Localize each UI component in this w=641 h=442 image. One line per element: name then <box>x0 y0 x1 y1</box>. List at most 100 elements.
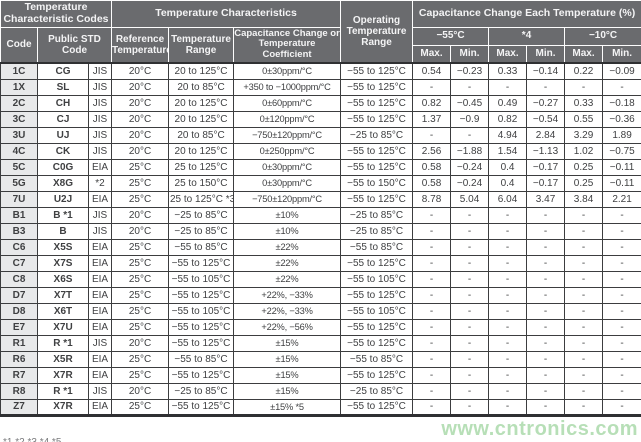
cell-temp-range: −55 to 85°C <box>168 238 234 256</box>
cell-s4-max: - <box>488 222 528 240</box>
header-group-characteristics: Temperature Characteristics <box>110 0 342 28</box>
cell-s4-min: 2.84 <box>526 126 566 144</box>
cell-m10-min: −0.11 <box>602 174 641 192</box>
header-min-1: Min. <box>450 44 490 64</box>
table-row: C7 X7S EIA 25°C −55 to 125°C ±22% −55 to 125°C… <box>0 254 641 272</box>
cell-code: 2C <box>0 94 38 112</box>
cell-op-range: −55 to 150°C <box>340 174 414 192</box>
cell-m55-max: - <box>412 222 452 240</box>
cell-std: EIA <box>88 158 112 176</box>
footnote-clipped: *1 *2 *3 *4 *5 <box>3 436 403 442</box>
table-row: B1 B *1 JIS 20°C −25 to 85°C ±10% −25 to 85°C -… <box>0 206 641 224</box>
cell-std-code: X7T <box>37 286 89 304</box>
cell-temp-range: −55 to 105°C <box>168 302 234 320</box>
header-operating-temperature-range: Operating Temperature Range <box>340 0 414 64</box>
header-max-2: Max. <box>488 44 528 64</box>
cell-coefficient: ±10% <box>232 222 342 240</box>
table-row: E7 X7U EIA 25°C −55 to 125°C +22%, −56% −55 to… <box>0 318 641 336</box>
table-row: C8 X6S EIA 25°C −55 to 105°C ±22% −55 to 105°C… <box>0 270 641 288</box>
table-row: 4C CK JIS 20°C 20 to 125°C 0±250ppm/°C −55 to … <box>0 142 641 160</box>
cell-std: JIS <box>88 334 112 352</box>
cell-op-range: −55 to 125°C <box>340 286 414 304</box>
cell-m10-min: - <box>602 222 641 240</box>
cell-m55-max: - <box>412 206 452 224</box>
cell-ref-temp: 20°C <box>111 334 169 352</box>
cell-s4-min: 3.47 <box>526 190 566 208</box>
cell-s4-max: - <box>488 302 528 320</box>
cell-temp-range: −25 to 85°C <box>168 382 234 400</box>
cell-ref-temp: 20°C <box>111 142 169 160</box>
cell-std-code: U2J <box>37 190 89 208</box>
cell-m10-min: −0.09 <box>602 62 641 80</box>
cell-s4-min: - <box>526 334 566 352</box>
cell-std-code: UJ <box>37 126 89 144</box>
cell-code: 5G <box>0 174 38 192</box>
cell-op-range: −55 to 125°C <box>340 158 414 176</box>
cell-s4-min: - <box>526 382 566 400</box>
cell-op-range: −55 to 125°C <box>340 142 414 160</box>
cell-temp-range: 20 to 85°C <box>168 126 234 144</box>
cell-m55-min: - <box>450 206 490 224</box>
cell-coefficient: ±15% <box>232 350 342 368</box>
cell-m55-min: −0.24 <box>450 158 490 176</box>
cell-m55-min: - <box>450 318 490 336</box>
cell-std: JIS <box>88 110 112 128</box>
cell-s4-min: - <box>526 350 566 368</box>
cell-coefficient: ±22% <box>232 254 342 272</box>
header-temp-star4: *4 <box>488 26 566 46</box>
cell-std: EIA <box>88 286 112 304</box>
table-row: D8 X6T EIA 25°C −55 to 105°C +22%, −33% −55 to… <box>0 302 641 320</box>
cell-coefficient: 0±120ppm/°C <box>232 110 342 128</box>
cell-std: EIA <box>88 254 112 272</box>
cell-s4-min: - <box>526 78 566 96</box>
cell-m10-max: 0.33 <box>564 94 604 112</box>
cell-std: EIA <box>88 238 112 256</box>
table-body: 1C CG JIS 20°C 20 to 125°C 0±30ppm/°C −55 to 1… <box>0 62 641 416</box>
cell-m55-max: - <box>412 382 452 400</box>
cell-m10-max: 0.25 <box>564 174 604 192</box>
cell-code: R1 <box>0 334 38 352</box>
table-row: 3U UJ JIS 20°C 20 to 85°C −750±120ppm/°C −25 t… <box>0 126 641 144</box>
cell-temp-range: 25 to 125°C *3 <box>168 190 234 208</box>
cell-std: JIS <box>88 126 112 144</box>
header-temp-minus10: −10°C <box>564 26 641 46</box>
cell-ref-temp: 20°C <box>111 222 169 240</box>
cell-s4-max: - <box>488 270 528 288</box>
cell-std: EIA <box>88 366 112 384</box>
cell-temp-range: 20 to 125°C <box>168 62 234 80</box>
cell-m10-max: - <box>564 206 604 224</box>
cell-s4-max: - <box>488 382 528 400</box>
table-row: 7U U2J EIA 25°C 25 to 125°C *3 −750±120ppm/°C… <box>0 190 641 208</box>
cell-m55-max: - <box>412 286 452 304</box>
cell-ref-temp: 20°C <box>111 382 169 400</box>
cell-coefficient: −750±120ppm/°C <box>232 190 342 208</box>
cell-m10-max: 3.84 <box>564 190 604 208</box>
cell-coefficient: ±15% <box>232 366 342 384</box>
cell-m10-min: - <box>602 334 641 352</box>
cell-std-code: X6T <box>37 302 89 320</box>
cell-std-code: B *1 <box>37 206 89 224</box>
cell-m10-max: - <box>564 398 604 416</box>
cell-ref-temp: 25°C <box>111 190 169 208</box>
cell-std-code: X8G <box>37 174 89 192</box>
cell-code: R6 <box>0 350 38 368</box>
cell-std: JIS <box>88 62 112 80</box>
cell-ref-temp: 25°C <box>111 366 169 384</box>
cell-std-code: B <box>37 222 89 240</box>
cell-m10-max: 3.29 <box>564 126 604 144</box>
cell-m55-max: 2.56 <box>412 142 452 160</box>
cell-ref-temp: 20°C <box>111 78 169 96</box>
cell-temp-range: 20 to 125°C <box>168 142 234 160</box>
cell-s4-max: 0.49 <box>488 94 528 112</box>
cell-std-code: X7S <box>37 254 89 272</box>
cell-temp-range: −55 to 125°C <box>168 286 234 304</box>
cell-m55-min: - <box>450 78 490 96</box>
cell-ref-temp: 25°C <box>111 398 169 416</box>
cell-m10-min: 2.21 <box>602 190 641 208</box>
cell-coefficient: 0±30ppm/°C <box>232 174 342 192</box>
cell-std: JIS <box>88 382 112 400</box>
cell-code: C7 <box>0 254 38 272</box>
cell-s4-max: - <box>488 254 528 272</box>
cell-m55-max: 0.58 <box>412 158 452 176</box>
cell-ref-temp: 20°C <box>111 126 169 144</box>
